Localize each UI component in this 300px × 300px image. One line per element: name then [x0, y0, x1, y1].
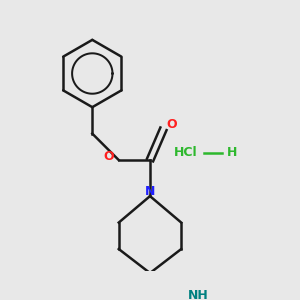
Text: O: O — [167, 118, 177, 131]
Text: NH: NH — [188, 289, 208, 300]
Text: HCl: HCl — [174, 146, 198, 159]
Text: O: O — [104, 150, 114, 163]
Text: H: H — [226, 146, 237, 159]
Text: N: N — [145, 185, 155, 198]
